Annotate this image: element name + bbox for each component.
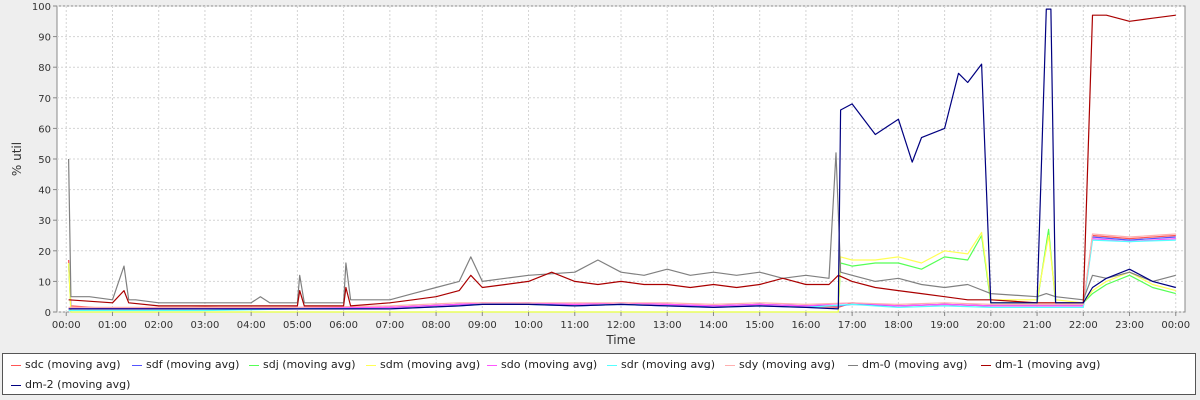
x-tick-label: 03:00 — [191, 320, 220, 331]
x-tick-label: 12:00 — [607, 320, 636, 331]
x-tick-label: 16:00 — [792, 320, 821, 331]
series-line-dm-2 — [68, 8, 1176, 310]
legend-item: sdy (moving avg) — [725, 356, 835, 374]
x-tick-label: 10:00 — [514, 320, 543, 331]
legend-label: sdo (moving avg) — [501, 358, 598, 371]
x-tick-label: 06:00 — [329, 320, 358, 331]
x-tick-label: 07:00 — [375, 320, 404, 331]
x-tick-label: 14:00 — [699, 320, 728, 331]
y-tick-label: 70 — [38, 94, 51, 105]
x-tick-label: 00:00 — [1161, 320, 1190, 331]
y-tick-label: 0 — [45, 308, 51, 319]
legend-label: dm-2 (moving avg) — [25, 378, 131, 391]
y-axis-label: % util — [10, 142, 24, 176]
x-tick-label: 04:00 — [237, 320, 266, 331]
x-tick-label: 22:00 — [1069, 320, 1098, 331]
x-tick-label: 05:00 — [283, 320, 312, 331]
legend-item: sdo (moving avg) — [487, 356, 597, 374]
legend-swatch — [848, 364, 858, 366]
legend-label: sdr (moving avg) — [621, 358, 716, 371]
x-tick-label: 20:00 — [976, 320, 1005, 331]
x-tick-label: 17:00 — [838, 320, 867, 331]
series-line-sdy — [68, 233, 1176, 308]
series-line-sdo — [68, 238, 1176, 310]
line-chart: 0 10 20 30 40 50 60 70 80 90 100 00:00 01:00 02:00 03… — [10, 2, 1190, 347]
y-tick-label: 50 — [38, 155, 51, 166]
x-tick-label: 19:00 — [930, 320, 959, 331]
legend-label: sdm (moving avg) — [380, 358, 481, 371]
legend-label: sdc (moving avg) — [25, 358, 121, 371]
legend-item: sdj (moving avg) — [249, 356, 356, 374]
legend-swatch — [487, 364, 497, 366]
x-tick-label: 02:00 — [144, 320, 173, 331]
legend-swatch — [725, 364, 735, 366]
y-tick-label: 90 — [38, 33, 51, 44]
x-tick-label: 00:00 — [52, 320, 81, 331]
x-tick-label: 09:00 — [468, 320, 497, 331]
series-line-dm-1 — [68, 14, 1176, 307]
legend-item: sdr (moving avg) — [607, 356, 715, 374]
legend-label: dm-1 (moving avg) — [995, 358, 1101, 371]
y-tick-label: 100 — [32, 2, 51, 13]
chart-legend: sdc (moving avg) sdf (moving avg) sdj (mov… — [2, 353, 1196, 395]
legend-item: sdf (moving avg) — [132, 356, 239, 374]
series-line-sdm — [68, 231, 1176, 313]
x-axis-label: Time — [605, 333, 635, 347]
legend-swatch — [607, 364, 617, 366]
legend-swatch — [11, 364, 21, 366]
x-tick-label: 23:00 — [1115, 320, 1144, 331]
x-tick-label: 13:00 — [653, 320, 682, 331]
x-tick-label: 08:00 — [422, 320, 451, 331]
legend-swatch — [249, 364, 259, 366]
y-tick-label: 10 — [38, 277, 51, 288]
legend-swatch — [366, 364, 376, 366]
x-tick-label: 15:00 — [745, 320, 774, 331]
y-tick-label: 30 — [38, 216, 51, 227]
chart-area: 0 10 20 30 40 50 60 70 80 90 100 00:00 01:00 02:00 03… — [10, 2, 1190, 347]
legend-swatch — [11, 384, 21, 386]
legend-swatch — [981, 364, 991, 366]
legend-item: sdc (moving avg) — [11, 356, 121, 374]
y-tick-label: 40 — [38, 186, 51, 197]
x-tick-label: 21:00 — [1023, 320, 1052, 331]
x-tick-label: 01:00 — [98, 320, 127, 331]
y-tick-label: 60 — [38, 124, 51, 135]
legend-label: sdj (moving avg) — [263, 358, 356, 371]
legend-item: dm-2 (moving avg) — [11, 376, 130, 394]
legend-label: dm-0 (moving avg) — [862, 358, 968, 371]
legend-item: dm-0 (moving avg) — [848, 356, 967, 374]
legend-label: sdy (moving avg) — [739, 358, 835, 371]
y-tick-label: 80 — [38, 63, 51, 74]
legend-label: sdf (moving avg) — [146, 358, 240, 371]
x-tick-label: 18:00 — [884, 320, 913, 331]
legend-item: sdm (moving avg) — [366, 356, 480, 374]
x-tick-label: 11:00 — [560, 320, 589, 331]
y-tick-label: 20 — [38, 247, 51, 258]
legend-item: dm-1 (moving avg) — [981, 356, 1100, 374]
series-line-dm-0 — [68, 152, 1176, 304]
legend-swatch — [132, 364, 142, 366]
